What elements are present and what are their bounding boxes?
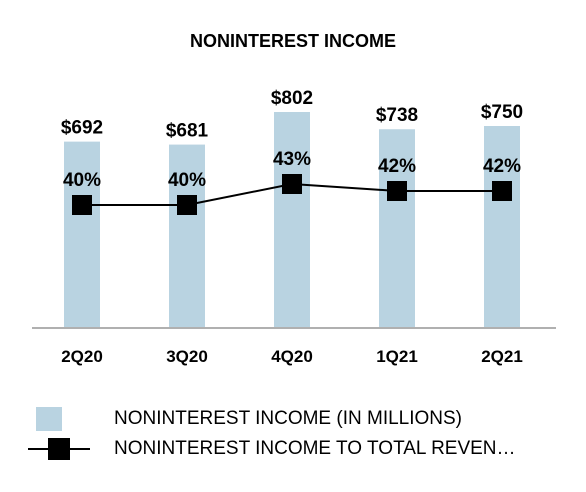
ratio-marker-4Q20 (282, 174, 302, 194)
bar-2Q21 (484, 126, 520, 328)
bar-1Q21 (379, 129, 415, 328)
bar-value-label: $802 (271, 88, 313, 109)
x-tick-label: 2Q20 (61, 347, 103, 366)
x-axis-tick-labels: 2Q20 3Q20 4Q20 1Q21 2Q21 (61, 347, 523, 366)
legend-item-line: NONINTEREST INCOME TO TOTAL REVEN… (28, 434, 573, 464)
ratio-value-label: 40% (63, 170, 101, 191)
line-series: 40% 40% 43% 42% 42% (63, 149, 521, 215)
ratio-value-label: 42% (378, 156, 416, 177)
x-tick-label: 4Q20 (271, 347, 313, 366)
bar-4Q20 (274, 112, 310, 328)
legend-label-bar: NONINTEREST INCOME (IN MILLIONS) (114, 408, 463, 429)
ratio-marker-2Q21 (492, 181, 512, 201)
bar-value-label: $750 (481, 102, 523, 123)
ratio-value-label: 43% (273, 149, 311, 170)
legend-label-line: NONINTEREST INCOME TO TOTAL REVEN… (114, 438, 516, 459)
bar-value-label: $692 (61, 118, 103, 139)
ratio-value-label: 40% (168, 170, 206, 191)
bar-3Q20 (169, 144, 205, 328)
x-tick-label: 1Q21 (376, 347, 418, 366)
chart-title: NONINTEREST INCOME (190, 31, 396, 51)
ratio-marker-3Q20 (177, 195, 197, 215)
x-tick-label: 3Q20 (166, 347, 208, 366)
ratio-marker-1Q21 (387, 181, 407, 201)
legend: NONINTEREST INCOME (IN MILLIONS) NONINTE… (28, 404, 573, 464)
bar-2Q20 (64, 141, 100, 328)
legend-line-marker (28, 437, 90, 461)
ratio-value-label: 42% (483, 156, 521, 177)
legend-item-bar: NONINTEREST INCOME (IN MILLIONS) (28, 404, 573, 434)
bar-value-label: $738 (376, 105, 418, 126)
bar-series: $692 $681 $802 $738 $750 (61, 88, 523, 328)
ratio-marker-2Q20 (72, 195, 92, 215)
bar-value-label: $681 (166, 121, 209, 142)
x-tick-label: 2Q21 (481, 347, 523, 366)
legend-bar-swatch (36, 407, 62, 431)
